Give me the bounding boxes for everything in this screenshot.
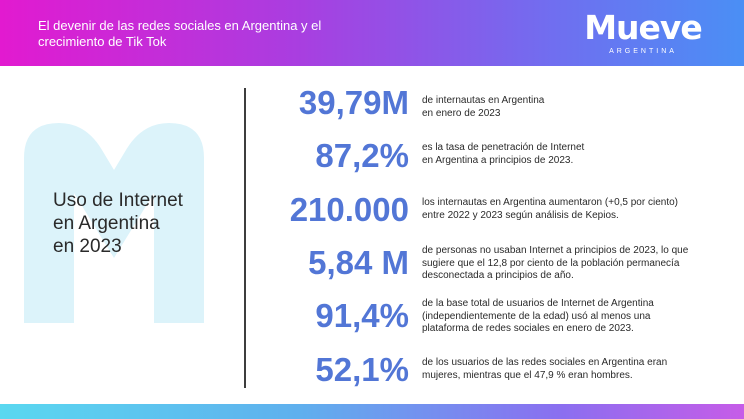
desc-line: de personas no usaban Internet a princip… bbox=[422, 245, 689, 256]
desc-line: en enero de 2023 bbox=[422, 107, 501, 119]
desc-line: de la base total de usuarios de Internet… bbox=[422, 298, 654, 309]
desc-line: desconectada a principios de año. bbox=[422, 270, 574, 281]
stat-description-redes-sociales: de la base total de usuarios de Internet… bbox=[422, 298, 722, 336]
desc-line: de los usuarios de las redes sociales en… bbox=[422, 357, 668, 368]
stat-description-mujeres: de los usuarios de las redes sociales en… bbox=[422, 357, 722, 382]
desc-line: de internautas en Argentina bbox=[422, 95, 545, 106]
header-banner: El devenir de las redes sociales en Arge… bbox=[0, 0, 744, 66]
page-title: El devenir de las redes sociales en Arge… bbox=[38, 18, 322, 49]
stat-description-internautas: de internautas en Argentina en enero de … bbox=[422, 95, 722, 120]
stat-value-aumento: 210.000 bbox=[289, 191, 409, 228]
desc-line: (independientemente de la edad) usó al m… bbox=[422, 310, 651, 322]
section-title-line: en Argentina bbox=[53, 213, 160, 234]
desc-line: los internautas en Argentina aumentaron … bbox=[422, 197, 678, 208]
desc-line: mujeres, mientras que el 47,9 % eran hom… bbox=[422, 369, 633, 381]
logo-subtitle: ARGENTINA bbox=[609, 48, 677, 55]
stat-value-mujeres: 52,1% bbox=[315, 351, 409, 388]
footer-gradient-bar bbox=[0, 404, 744, 419]
stat-value-penetracion: 87,2% bbox=[315, 137, 409, 174]
stat-value-desconectados: 5,84 M bbox=[308, 244, 409, 281]
vertical-divider bbox=[244, 88, 246, 388]
desc-line: entre 2022 y 2023 según análisis de Kepi… bbox=[422, 209, 619, 221]
desc-line: plataforma de redes sociales en enero de… bbox=[422, 323, 634, 334]
mueve-logo: Mueve ARGENTINA bbox=[578, 8, 708, 60]
desc-line: es la tasa de penetración de Internet bbox=[422, 142, 585, 153]
desc-line: sugiere que el 12,8 por ciento de la pob… bbox=[422, 257, 680, 269]
watermark-m-shape bbox=[24, 123, 204, 323]
desc-line: en Argentina a principios de 2023. bbox=[422, 154, 574, 166]
section-title-line: Uso de Internet bbox=[53, 190, 183, 211]
section-title-line: en 2023 bbox=[53, 236, 122, 257]
stat-value-redes-sociales: 91,4% bbox=[315, 297, 409, 334]
stat-description-aumento: los internautas en Argentina aumentaron … bbox=[422, 197, 722, 222]
section-title: Uso de Internet en Argentina en 2023 bbox=[53, 189, 233, 258]
logo-wordmark: Mueve bbox=[584, 8, 703, 47]
stat-description-penetracion: es la tasa de penetración de Internet en… bbox=[422, 142, 722, 167]
stat-value-internautas: 39,79M bbox=[298, 84, 409, 121]
stat-description-desconectados: de personas no usaban Internet a princip… bbox=[422, 245, 722, 283]
